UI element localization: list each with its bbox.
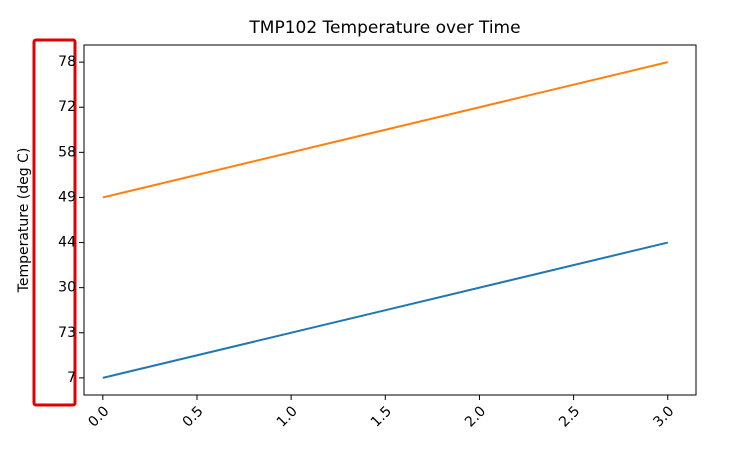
- x-tick-label: 2.0: [462, 403, 489, 430]
- x-tick-label: 1.0: [274, 403, 301, 430]
- series-line: [102, 61, 668, 199]
- y-axis-label: Temperature (deg C): [16, 148, 32, 294]
- y-tick-label: 30: [58, 280, 76, 296]
- y-tick-label: 78: [58, 54, 76, 70]
- x-tick-label: 0.5: [180, 403, 207, 430]
- x-tick-label: 1.5: [368, 403, 395, 430]
- highlight-box: [32, 38, 77, 407]
- y-tick-label: 49: [58, 189, 76, 205]
- x-tick-label: 0.0: [85, 403, 112, 430]
- y-tick-label: 7: [67, 370, 76, 386]
- y-tick-label: 73: [58, 325, 76, 341]
- series-line: [102, 241, 668, 379]
- y-tick-label: 72: [58, 99, 76, 115]
- y-tick-label: 58: [58, 144, 76, 160]
- y-tick-label: 44: [58, 235, 76, 251]
- x-tick-label: 2.5: [556, 403, 583, 430]
- chart-title: TMP102 Temperature over Time: [248, 18, 520, 38]
- x-tick-label: 3.0: [650, 403, 677, 430]
- plot-frame: [83, 44, 697, 396]
